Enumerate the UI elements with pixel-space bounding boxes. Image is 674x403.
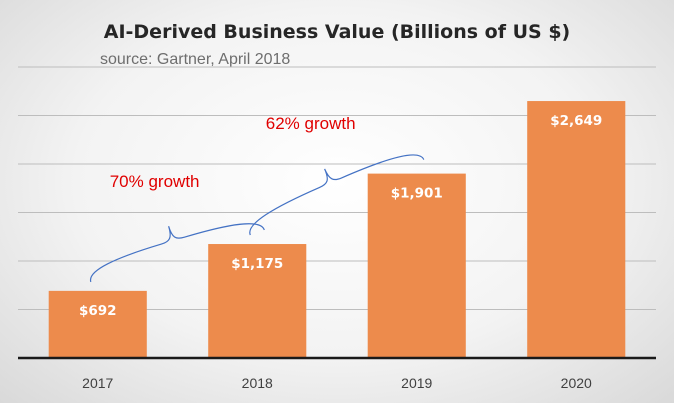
bar-2019 — [367, 173, 466, 358]
x-tick-label-2019: 2019 — [401, 375, 432, 391]
data-label-2020: $2,649 — [550, 113, 602, 129]
bars: $692 $1,175 $1,901 $2,649 — [48, 101, 626, 358]
bar-2018 — [208, 244, 307, 358]
growth-brace-1 — [90, 223, 265, 283]
growth-annotation-1: 70% growth — [110, 172, 200, 191]
x-axis-ticks: 2017 2018 2019 2020 — [82, 375, 592, 391]
bar-2017 — [48, 290, 147, 358]
bar-2020 — [527, 101, 626, 358]
x-tick-label-2017: 2017 — [82, 375, 113, 391]
growth-brace-2 — [249, 154, 425, 236]
chart-subtitle: source: Gartner, April 2018 — [100, 51, 290, 68]
data-label-2019: $1,901 — [391, 186, 443, 202]
data-label-2018: $1,175 — [231, 256, 283, 272]
growth-annotation-2: 62% growth — [266, 114, 356, 133]
x-tick-label-2018: 2018 — [242, 375, 273, 391]
chart-title: AI-Derived Business Value (Billions of U… — [104, 21, 570, 43]
growth-annotations: 70% growth 62% growth — [90, 114, 425, 283]
data-label-2017: $692 — [79, 303, 117, 319]
x-tick-label-2020: 2020 — [561, 375, 592, 391]
